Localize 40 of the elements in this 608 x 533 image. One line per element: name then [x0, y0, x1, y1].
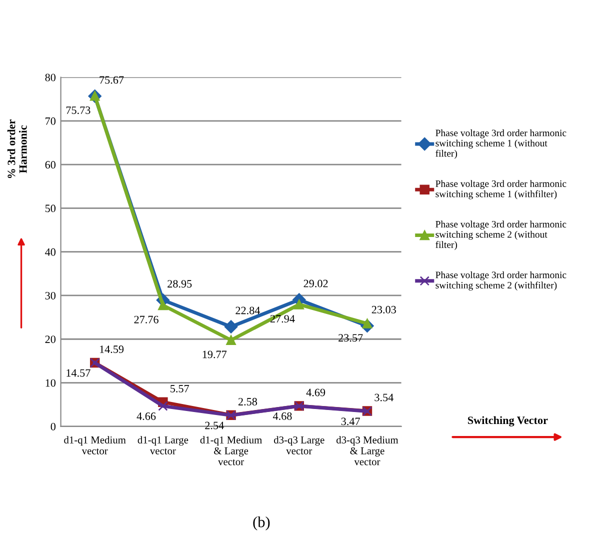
y-tick-label: 50 — [45, 204, 56, 212]
y-tick-label: 20 — [45, 336, 56, 344]
data-label: 2.58 — [238, 398, 258, 406]
data-label: 28.95 — [168, 280, 192, 288]
data-label: 3.47 — [341, 418, 360, 426]
data-label: 23.03 — [372, 306, 396, 314]
legend-label: Phase voltage 3rd order harmonic switching scheme 1 (without filter) — [436, 129, 566, 159]
y-tick-label: 30 — [45, 292, 56, 300]
x-tick-label: d3-q3 Medium & Large vector — [336, 436, 398, 466]
data-label: 3.54 — [374, 394, 394, 402]
data-label: 4.69 — [306, 388, 326, 396]
data-label: 5.57 — [170, 384, 190, 392]
data-label: 19.77 — [202, 350, 227, 358]
data-label: 23.57 — [338, 334, 363, 342]
data-label: 27.76 — [134, 316, 158, 324]
y-tick-label: 40 — [45, 248, 56, 256]
data-label: 29.02 — [304, 280, 328, 288]
y-axis-title: % 3rd order Harmonic — [7, 120, 27, 178]
legend-label: Phase voltage 3rd order harmonic switching scheme 2 (withfilter) — [436, 271, 566, 291]
x-tick-label: d1-q1 Medium vector — [64, 436, 126, 454]
y-tick-label: 80 — [45, 74, 56, 82]
y-tick-label: 70 — [46, 117, 56, 125]
data-label: 75.67 — [100, 76, 124, 84]
y-tick-label: 10 — [46, 379, 56, 387]
y-tick-label: 60 — [45, 161, 56, 169]
data-label: 4.66 — [136, 412, 156, 420]
data-label: 4.68 — [272, 412, 292, 420]
x-tick-label: d1-q1 Large vector — [138, 436, 188, 454]
data-label: 2.54 — [205, 422, 224, 430]
x-tick-label: d3-q3 Large vector — [274, 436, 324, 454]
text: Switching Vector — [468, 416, 548, 426]
y-tick-label: 0 — [50, 422, 56, 430]
text: (b) — [253, 516, 270, 530]
data-label: 14.57 — [66, 369, 90, 377]
legend-label: Phase voltage 3rd order harmonic switching scheme 1 (withfilter) — [436, 180, 566, 200]
data-label: 22.84 — [236, 306, 260, 314]
x-tick-label: d1-q1 Medium & Large vector — [200, 436, 262, 466]
data-label: 75.73 — [66, 106, 90, 114]
data-label: 14.59 — [100, 346, 124, 354]
legend-label: Phase voltage 3rd order harmonic switching scheme 2 (without filter) — [436, 220, 566, 250]
